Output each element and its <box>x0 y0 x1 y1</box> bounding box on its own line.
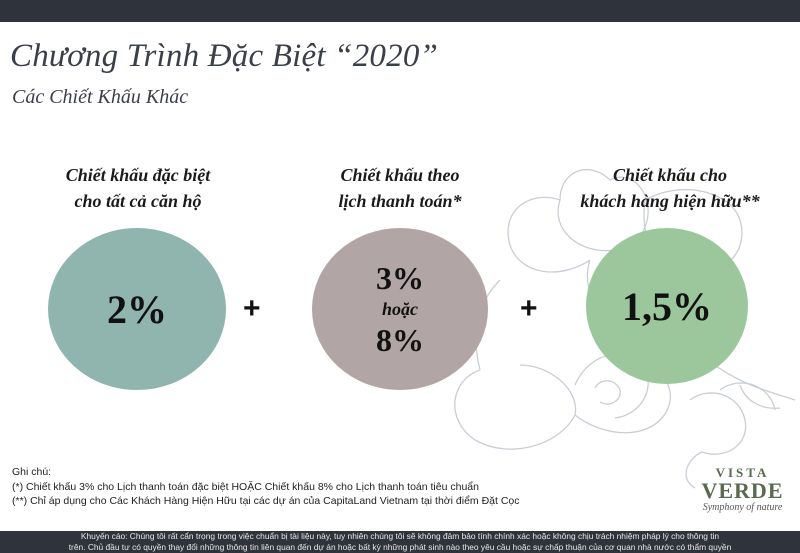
logo-tagline: Symphony of nature <box>702 502 783 513</box>
footnotes: Ghi chú: (*) Chiết khấu 3% cho Lịch than… <box>12 465 520 509</box>
label-line: lịch thanh toán* <box>338 191 462 211</box>
vista-verde-logo: VISTA VERDE Symphony of nature <box>695 465 790 514</box>
discount-value: 1,5% <box>622 283 712 329</box>
page-title: Chương Trình Đặc Biệt “2020” <box>10 38 439 74</box>
discount-value-b: 8% <box>376 322 424 358</box>
notes-heading: Ghi chú: <box>12 466 52 478</box>
discount-value: 2% <box>107 286 167 332</box>
plus-sign: + <box>243 292 261 325</box>
disclaimer-footer: Khuyến cáo: Chúng tôi rất cẩn trọng tron… <box>0 531 800 553</box>
logo-line2: VERDE <box>701 478 784 503</box>
logo-line1: VISTA <box>715 465 770 480</box>
discount-label-existing: Chiết khấu cho khách hàng hiện hữu** <box>555 162 785 214</box>
label-line: Chiết khấu cho <box>612 165 728 185</box>
discount-circle-existing: 1,5% <box>586 228 748 384</box>
note-1: (*) Chiết khấu 3% cho Lịch thanh toán đặ… <box>12 480 479 493</box>
disclaimer-line: Khuyến cáo: Chúng tôi rất cẩn trọng tron… <box>80 531 720 541</box>
disclaimer-line: trên. Chủ đầu tư có quyền thay đổi những… <box>68 542 732 552</box>
label-line: Chiết khấu theo <box>340 165 460 185</box>
plus-sign: + <box>520 292 538 325</box>
discount-label-payment: Chiết khấu theo lịch thanh toán* <box>300 162 500 214</box>
discount-value-a: 3% <box>376 260 424 296</box>
page-subtitle: Các Chiết Khấu Khác <box>12 86 189 108</box>
discount-or: hoặc <box>382 299 418 319</box>
note-2: (**) Chỉ áp dụng cho Các Khách Hàng Hiện… <box>12 495 520 507</box>
label-line: Chiết khấu đặc biệt <box>65 165 211 185</box>
discount-circle-payment: 3% hoặc 8% <box>312 228 488 390</box>
label-line: cho tất cả căn hộ <box>74 191 202 211</box>
top-bar <box>0 0 800 22</box>
discount-label-special: Chiết khấu đặc biệt cho tất cả căn hộ <box>38 162 238 214</box>
discount-circle-special: 2% <box>48 228 226 390</box>
label-line: khách hàng hiện hữu** <box>580 191 760 211</box>
